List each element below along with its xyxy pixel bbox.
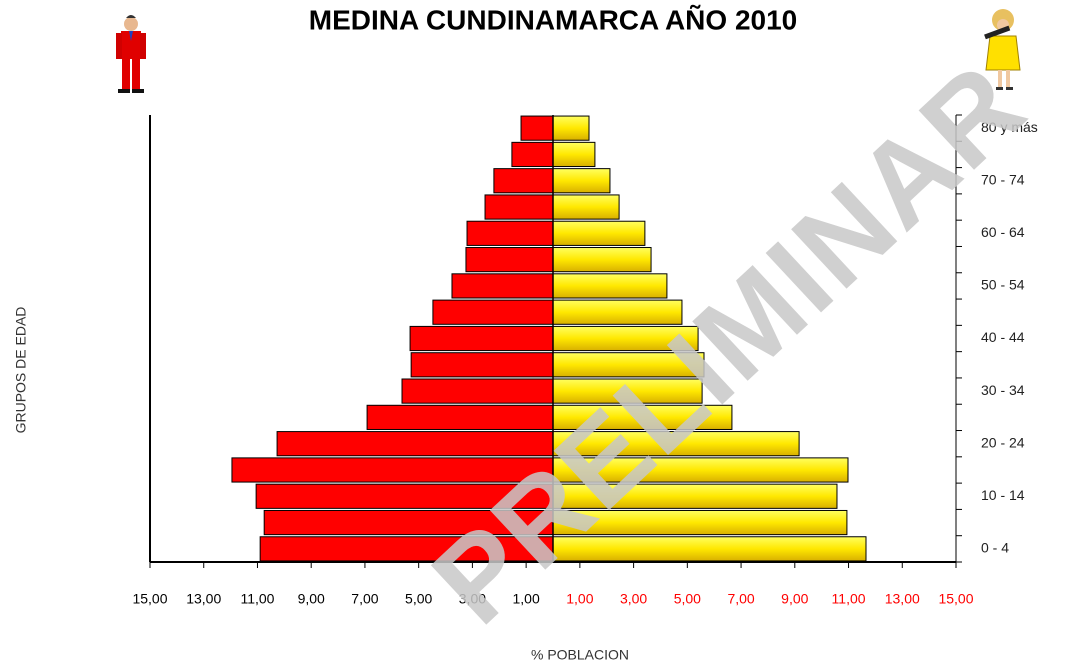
bar	[552, 194, 620, 220]
y-axis-label: GRUPOS DE EDAD	[13, 307, 29, 434]
x-tick-label: 15,00	[132, 591, 167, 607]
bar	[451, 273, 554, 299]
bar	[484, 194, 554, 220]
y-tick-label: 80 y más	[981, 119, 1038, 135]
bar	[552, 404, 733, 430]
bar	[552, 168, 611, 194]
bar	[466, 220, 554, 246]
x-tick-label: 11,00	[832, 591, 866, 607]
man-icon	[116, 15, 146, 93]
bar	[552, 299, 683, 325]
bar	[493, 168, 554, 194]
bar	[552, 457, 849, 483]
x-tick-label: 9,00	[298, 591, 325, 607]
y-tick-label: 60 - 64	[981, 224, 1025, 240]
bar	[511, 141, 554, 168]
x-tick-label: 3,00	[459, 591, 486, 607]
x-tick-label: 1,00	[513, 591, 540, 607]
bar	[552, 536, 867, 562]
bar	[259, 536, 554, 562]
bar	[552, 115, 590, 141]
x-tick-label: 13,00	[885, 591, 920, 607]
bar	[276, 431, 554, 457]
bar	[552, 273, 668, 299]
y-tick-label: 30 - 34	[981, 382, 1025, 398]
x-tick-label: 1,00	[566, 591, 593, 607]
bar	[520, 115, 554, 141]
bar	[409, 325, 554, 352]
bar	[552, 483, 838, 509]
bar	[552, 352, 705, 378]
x-tick-label: 13,00	[186, 591, 221, 607]
x-tick-label: 15,00	[938, 591, 973, 607]
bar	[432, 299, 554, 325]
bar	[465, 247, 554, 273]
chart-title: MEDINA CUNDINAMARCA AÑO 2010	[309, 4, 797, 35]
bar	[255, 483, 554, 509]
bar	[401, 378, 554, 404]
x-tick-label: 3,00	[620, 591, 647, 607]
y-tick-label: 10 - 14	[981, 487, 1025, 503]
x-tick-label: 5,00	[405, 591, 432, 607]
bar	[366, 404, 554, 430]
woman-icon	[984, 9, 1021, 90]
x-tick-label: 7,00	[351, 591, 378, 607]
bar	[552, 509, 848, 536]
bar	[231, 457, 554, 483]
x-tick-label: 9,00	[781, 591, 808, 607]
bar	[552, 378, 703, 404]
x-tick-label: 5,00	[674, 591, 701, 607]
x-axis-label: % POBLACION	[531, 647, 629, 663]
bar	[552, 325, 699, 352]
x-tick-label: 11,00	[240, 591, 274, 607]
bar	[552, 220, 646, 246]
bar	[552, 247, 652, 273]
y-tick-label: 70 - 74	[981, 171, 1025, 187]
y-tick-label: 40 - 44	[981, 329, 1025, 345]
bar	[552, 431, 800, 457]
bar	[410, 352, 554, 378]
y-tick-label: 50 - 54	[981, 277, 1025, 293]
bar	[552, 141, 596, 168]
y-tick-label: 0 - 4	[981, 540, 1009, 556]
x-tick-label: 7,00	[727, 591, 754, 607]
y-tick-label: 20 - 24	[981, 434, 1025, 450]
